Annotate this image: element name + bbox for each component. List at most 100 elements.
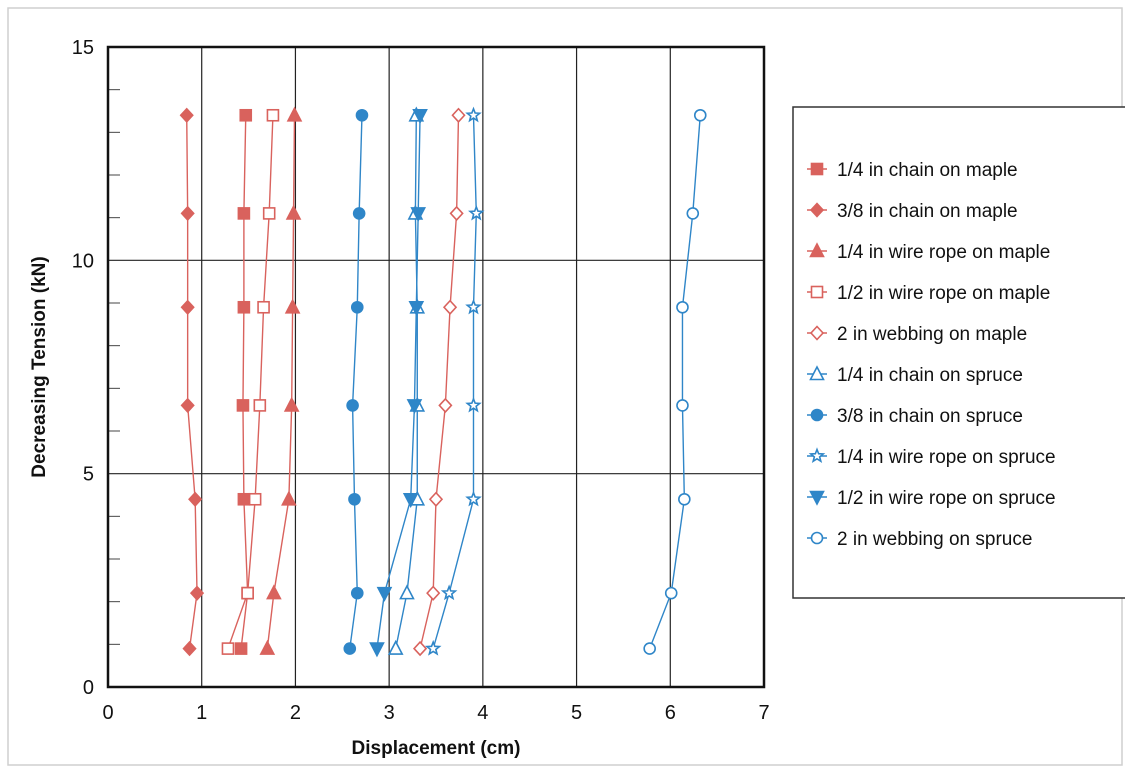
data-point: [236, 399, 250, 412]
series-4: [221, 108, 280, 655]
series-2: [179, 107, 205, 657]
data-point: [281, 490, 297, 506]
data-point: [693, 108, 707, 122]
legend-label: 1/4 in chain on spruce: [837, 365, 1023, 386]
data-point: [465, 490, 482, 507]
legend-marker: [809, 325, 825, 341]
legend-item: 1/4 in chain on spruce: [807, 365, 1023, 386]
legend-item: 1/2 in wire rope on maple: [807, 283, 1050, 304]
y-tick-label: 10: [72, 250, 94, 272]
data-point: [376, 586, 393, 602]
legend-item: 3/8 in chain on maple: [807, 201, 1018, 222]
data-point: [266, 108, 280, 122]
legend-label: 3/8 in chain on maple: [837, 201, 1018, 222]
legend-item: 1/2 in wire rope on spruce: [807, 488, 1056, 509]
legend: 1/4 in chain on maple 3/8 in chain on map…: [792, 106, 1125, 599]
data-point: [424, 639, 442, 656]
x-tick-label: 6: [665, 702, 676, 724]
x-tick-label: 1: [196, 702, 207, 724]
data-point: [285, 204, 302, 220]
data-point: [451, 107, 466, 123]
y-tick-label: 0: [83, 677, 94, 699]
legend-label: 1/4 in chain on maple: [837, 160, 1018, 181]
axis-ticks: 0 1 2 3 4 5 6 7 0 5 10 15: [72, 37, 770, 724]
data-point: [465, 298, 482, 315]
y-axis-title: Decreasing Tension (kN): [29, 256, 50, 477]
data-point: [189, 585, 205, 601]
data-point: [248, 492, 262, 506]
legend-item: 1/4 in chain on maple: [807, 160, 1018, 181]
data-point: [355, 108, 369, 122]
legend-label: 2 in webbing on maple: [837, 324, 1027, 345]
series-3: [259, 106, 303, 655]
data-point: [239, 108, 253, 122]
legend-label: 1/4 in wire rope on maple: [837, 242, 1050, 263]
legend-marker: [810, 531, 824, 545]
y-tick-label: 15: [72, 37, 94, 59]
x-tick-label: 5: [571, 702, 582, 724]
series-10: [643, 108, 707, 655]
data-point: [182, 640, 197, 657]
data-point: [406, 399, 423, 415]
data-point: [686, 207, 700, 220]
legend-marker: [810, 162, 824, 176]
legend-marker: [809, 365, 825, 381]
data-point: [426, 585, 441, 601]
data-point: [350, 300, 364, 314]
legend-label: 1/2 in wire rope on spruce: [837, 488, 1056, 509]
legend-marker: [809, 202, 825, 218]
data-point: [442, 299, 458, 315]
legend-label: 1/2 in wire rope on maple: [837, 283, 1050, 304]
data-point: [676, 399, 689, 412]
series-9: [369, 108, 428, 658]
data-point: [221, 642, 235, 655]
x-tick-label: 0: [102, 702, 113, 724]
data-point: [283, 396, 300, 412]
data-point: [352, 207, 366, 220]
data-point: [440, 584, 458, 601]
series-layer: [179, 106, 707, 658]
legend-marker: [810, 285, 824, 299]
data-point: [262, 207, 276, 220]
data-point: [257, 300, 270, 314]
y-tick-label: 5: [83, 464, 94, 486]
series-5: [412, 107, 466, 657]
plot-frame: [106, 45, 766, 689]
data-point: [664, 586, 678, 600]
data-point: [402, 492, 419, 509]
data-point: [465, 396, 482, 413]
legend-item: 2 in webbing on maple: [807, 324, 1027, 345]
data-point: [188, 491, 203, 507]
data-point: [286, 106, 303, 122]
data-point: [259, 639, 276, 655]
legend-item: 1/4 in wire rope on maple: [807, 242, 1050, 263]
data-point: [412, 640, 428, 657]
legend-marker: [809, 242, 825, 258]
series-8: [424, 106, 485, 656]
legend-label: 1/4 in wire rope on spruce: [837, 447, 1056, 468]
data-point: [348, 492, 361, 506]
legend-marker: [810, 408, 824, 422]
legend-label: 3/8 in chain on spruce: [837, 406, 1023, 427]
data-point: [643, 642, 656, 655]
data-point: [179, 107, 194, 123]
legend-item: 1/4 in wire rope on spruce: [807, 447, 1056, 468]
x-axis-title: Displacement (cm): [352, 738, 521, 759]
data-point: [350, 586, 364, 600]
legend-box: [792, 106, 1125, 599]
data-point: [234, 642, 248, 655]
data-point: [343, 642, 357, 655]
data-point: [237, 207, 251, 220]
data-point: [180, 397, 195, 414]
legend-item: 3/8 in chain on spruce: [807, 406, 1023, 427]
data-point: [346, 399, 359, 412]
data-point: [438, 397, 453, 414]
data-point: [449, 205, 464, 222]
data-point: [284, 298, 301, 314]
x-tick-label: 3: [384, 702, 395, 724]
data-point: [399, 584, 415, 600]
data-point: [253, 399, 267, 412]
data-point: [237, 300, 251, 314]
data-point: [410, 207, 427, 223]
